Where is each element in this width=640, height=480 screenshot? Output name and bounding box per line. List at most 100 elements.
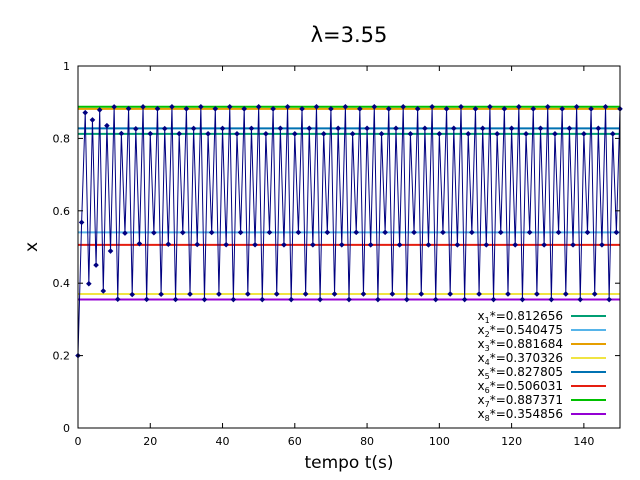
trajectory-point-21 [151,229,157,236]
trajectory-point-94 [414,106,421,112]
trajectory-point-41 [223,241,229,248]
trajectory-point-77 [353,229,360,236]
trajectory-point-8 [104,122,110,129]
axis-ticks: 0 20 40 60 80 100 120 140 0 0.2 0.4 0.6 0.8 1 [53,60,620,448]
trajectory-point-70 [328,106,334,112]
trajectory-point-53 [266,229,273,236]
trajectory-point-98 [429,103,435,110]
trajectory-point-34 [198,103,204,110]
trajectory-point-26 [169,104,175,110]
trajectory-point-133 [555,229,562,236]
trajectory-point-23 [158,291,164,298]
plot-frame [77,65,621,429]
trajectory-point-116 [494,131,500,137]
trajectory-point-6 [96,107,103,113]
trajectory-point-52 [263,131,269,137]
trajectory-point-62 [299,106,305,112]
x-tick-label-100: 100 [429,435,450,448]
trajectory-point-33 [194,241,201,248]
trajectory-point-119 [505,291,511,297]
trajectory-point-117 [497,229,504,236]
trajectory-point-2 [82,109,89,116]
trajectory-point-49 [252,241,258,248]
trajectory-point-127 [534,291,540,297]
trajectory-point-35 [201,296,208,303]
trajectory-point-130 [544,103,551,110]
trajectory-point-76 [349,131,356,137]
trajectory-point-64 [306,125,313,132]
x-tick-label-80: 80 [360,435,374,448]
trajectory-point-136 [566,125,573,132]
y-tick-label-0.8: 0.8 [53,132,71,145]
trajectory-point-61 [295,229,302,236]
trajectory-point-43 [230,296,237,303]
trajectory-point-22 [154,105,161,112]
x-axis-label: tempo t(s) [304,453,393,473]
trajectory-point-112 [479,125,486,132]
trajectory-point-148 [609,131,616,137]
trajectory-point-110 [472,106,479,112]
legend-label-4: x4*=0.370326 [477,351,563,367]
trajectory-point-97 [425,242,432,248]
trajectory-point-36 [205,130,211,137]
trajectory-point-32 [190,125,197,132]
trajectory-point-142 [588,106,594,112]
trajectory-point-59 [288,296,294,303]
trajectory-point-103 [447,291,453,297]
trajectory-point-30 [183,105,190,112]
trajectory-point-71 [331,291,338,297]
trajectory-point-140 [581,131,587,137]
trajectory-point-115 [490,296,497,303]
trajectory-point-146 [602,103,609,110]
trajectory-point-60 [292,131,298,137]
x-tick-label-40: 40 [216,435,230,448]
trajectory-point-15 [129,291,135,298]
trajectory-point-44 [234,130,240,137]
trajectory-point-75 [346,296,352,303]
trajectory-point-92 [407,131,414,137]
trajectory-point-25 [165,241,172,247]
trajectory-point-14 [125,105,132,112]
trajectory-point-47 [245,291,251,297]
trajectory-point-143 [591,291,598,297]
trajectory-point-11 [114,296,121,303]
trajectory-point-145 [599,242,605,248]
legend-label-6: x6*=0.506031 [477,379,563,395]
trajectory-point-106 [458,103,464,110]
trajectory-point-48 [248,125,255,132]
trajectory-point-39 [216,291,222,297]
trajectory-point-57 [281,241,287,248]
trajectory-point-124 [523,131,529,137]
trajectory-point-73 [338,242,345,248]
trajectory-point-131 [548,296,555,303]
trajectory-point-126 [530,106,537,112]
trajectory-point-29 [179,229,186,236]
trajectory-point-108 [465,131,472,137]
legend-label-5: x5*=0.827805 [477,365,563,381]
trajectory-point-24 [161,125,168,132]
trajectory-point-104 [450,125,457,132]
trajectory-point-101 [440,229,446,236]
trajectory-point-10 [111,104,117,110]
trajectory-point-65 [310,242,316,248]
trajectory-point-50 [255,103,262,110]
trajectory-point-46 [241,106,248,112]
trajectory-point-147 [606,296,612,303]
trajectory-point-95 [418,291,425,297]
trajectory-point-79 [360,291,367,297]
trajectory-point-85 [382,229,388,236]
trajectory-point-27 [172,296,179,303]
trajectory-point-54 [270,106,276,112]
trajectory-point-13 [122,230,128,236]
y-tick-label-1: 1 [63,60,70,73]
trajectory-point-86 [385,106,392,112]
trajectory-point-91 [404,296,410,303]
trajectory-point-132 [552,131,558,137]
trajectory-point-81 [367,242,374,248]
trajectory-point-141 [584,229,591,236]
y-tick-label-0.2: 0.2 [53,350,71,363]
trajectory-point-135 [563,291,569,297]
trajectory-point-31 [187,291,193,297]
legend-label-8: x8*=0.354856 [477,407,563,423]
